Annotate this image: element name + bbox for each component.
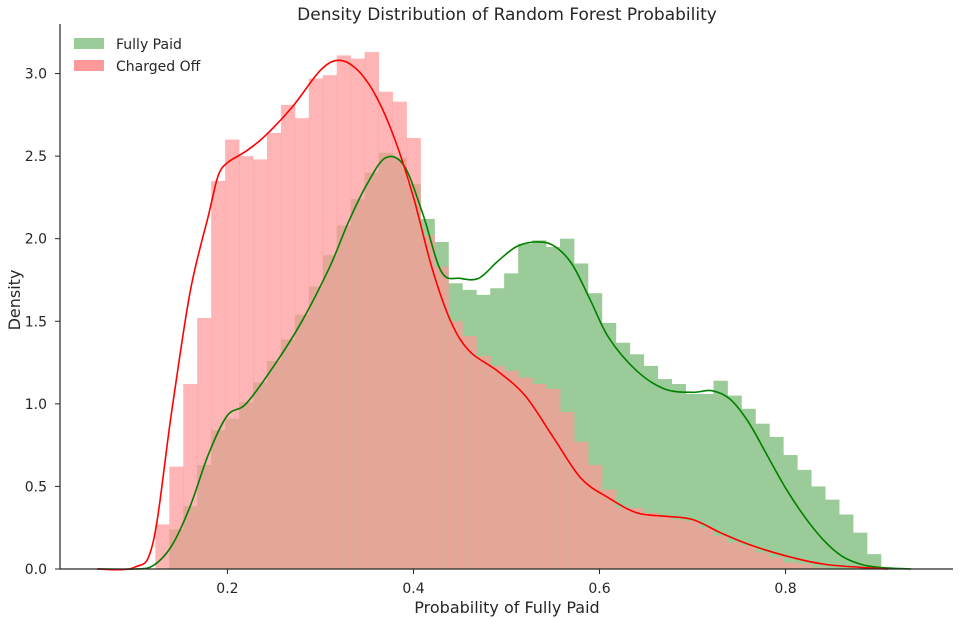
legend-swatch [74,60,104,71]
histogram-bar [364,52,379,569]
histogram-bar [225,139,240,570]
kde-line-0 [97,155,912,571]
histogram-bar [434,266,449,569]
histogram-bar [713,535,728,569]
chart-title: Density Distribution of Random Forest Pr… [297,5,717,25]
histogram-bar [741,408,756,569]
x-tick-label: 0.4 [402,581,424,597]
legend: Fully Paid Charged Off [74,37,201,75]
x-tick-label: 0.8 [774,581,796,597]
histogram-bar [601,489,617,569]
histogram-bar [490,365,505,569]
histogram-bar [476,355,491,569]
histogram-bar [253,159,268,570]
legend-label: Fully Paid [116,37,182,53]
legend-swatch [74,38,104,49]
y-tick-label: 2.5 [25,149,47,165]
histogram-bar [336,55,352,569]
histogram-bar [866,554,882,569]
histogram-bar [587,464,603,569]
y-tick-label: 3.0 [25,67,47,83]
histogram-bar [643,512,659,569]
histogram-bar [811,486,826,569]
histogram-bar [699,527,714,569]
histogram-bar [322,75,338,569]
histogram-bar [573,441,589,569]
x-tick-label: 0.6 [588,581,610,597]
y-tick-label: 2.0 [25,232,47,248]
histogram-bar [546,388,561,569]
histogram-bar [713,380,728,569]
histogram-bar [462,336,477,569]
axes: 0.2 0.4 0.6 0.8 0.0 0.5 1.0 1.5 2.0 2.5 3.0 [25,24,953,597]
histogram-bar [699,393,714,569]
x-tick-label: 0.2 [216,581,238,597]
histogram-bar [755,423,770,569]
histogram-bar [280,104,296,570]
legend-label: Charged Off [116,59,201,75]
histogram-bar [532,384,547,569]
histogram-bar [769,436,784,569]
histogram-bar [727,395,742,569]
histogram-bar [797,469,812,569]
histogram-bar [657,516,673,569]
histogram-bar [169,466,184,569]
histogram-bar [615,507,631,569]
histogram-bar [406,137,421,569]
histogram-bar [769,557,784,569]
histogram-bar [211,180,226,569]
histogram-bar [559,412,575,569]
y-tick-label: 0.5 [25,479,47,495]
histogram-bar [155,524,170,569]
histogram-bar [629,507,645,569]
y-tick-label: 1.0 [25,397,47,413]
histogram-bar [671,519,686,569]
histogram-bar [755,552,770,569]
histogram-bar [741,545,756,569]
histogram-bar [839,514,854,569]
histogram-bar [727,542,742,569]
kde-line-1 [97,59,888,571]
histogram-bar [783,562,798,569]
histogram-bar [197,317,212,569]
y-tick-label: 1.5 [25,314,47,330]
series-bars-1 [155,52,826,570]
x-axis-label: Probability of Fully Paid [414,598,599,617]
histogram-bar [420,235,435,569]
histogram-bar [378,91,393,570]
histogram-bar [518,377,533,569]
histogram-bar [811,567,826,569]
histogram-bar [448,321,463,569]
plot-area [97,52,912,571]
y-axis-label: Density [5,270,24,331]
histogram-bar [825,499,840,569]
histogram-bar [783,455,798,569]
histogram-bar [294,118,310,569]
histogram-bar [685,521,700,569]
y-tick-label: 0.0 [25,562,47,578]
histogram-bar [308,78,324,569]
histogram-bar [183,384,198,569]
histogram-bar [239,156,254,569]
histogram-bar [266,133,282,569]
histogram-bar [504,370,519,569]
histogram-bar [853,532,868,569]
histogram-bar [797,564,812,569]
histogram-bar [392,101,407,570]
histogram-bar [350,58,366,570]
